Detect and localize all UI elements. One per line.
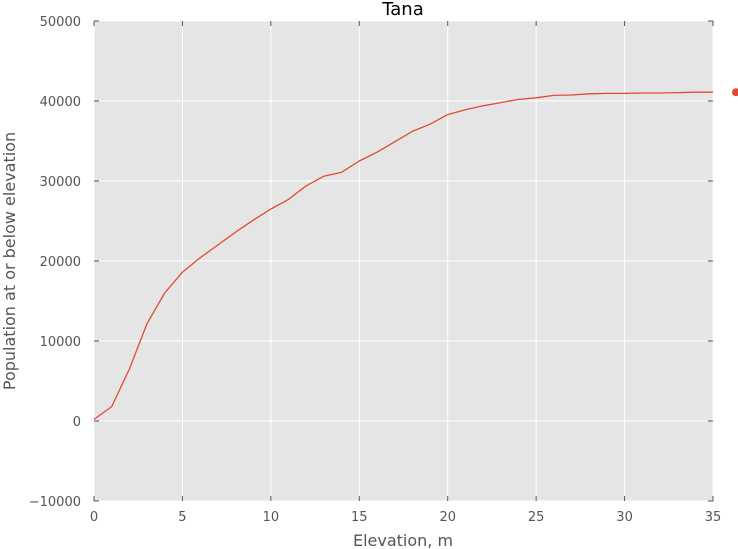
x-tick-label: 15 [351,510,368,525]
y-tick-label: 10000 [40,335,81,350]
y-tick-label: 40000 [40,95,81,110]
chart-title: Tana [381,0,423,20]
data-point-marker [731,88,738,97]
x-tick-label: 25 [528,510,545,525]
y-axis-label: Population at or below elevation [0,132,19,390]
y-tick-label: −10000 [29,495,81,510]
series-group [93,88,738,420]
y-tick-label: 20000 [40,255,81,270]
x-tick-label: 35 [705,510,722,525]
y-tick-label: 50000 [40,15,81,30]
x-tick-label: 5 [178,510,186,525]
x-tick-label: 10 [263,510,280,525]
ticks [93,20,714,502]
series-line [93,91,713,420]
x-tick-label: 0 [90,510,98,525]
x-axis-label: Elevation, m [353,531,453,549]
x-tick-label: 20 [439,510,456,525]
x-tick-label: 30 [616,510,633,525]
y-tick-labels: −10000 0 10000 20000 30000 40000 50000 [29,15,81,510]
x-tick-labels: 0 5 10 15 20 25 30 35 [90,510,721,525]
y-tick-label: 0 [73,415,81,430]
y-tick-label: 30000 [40,175,81,190]
